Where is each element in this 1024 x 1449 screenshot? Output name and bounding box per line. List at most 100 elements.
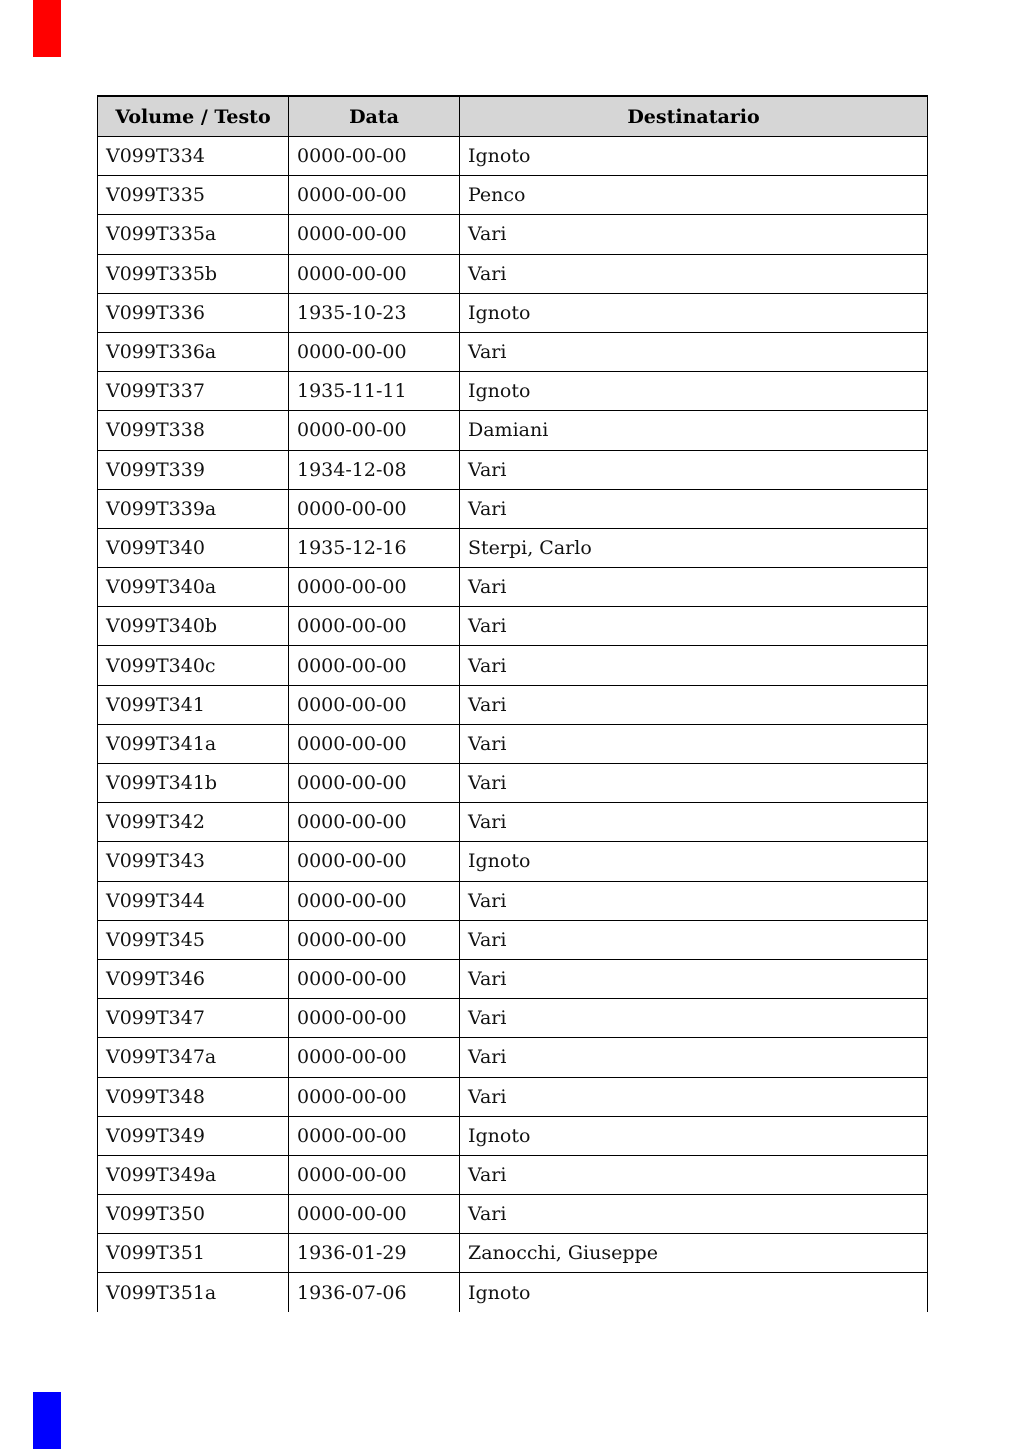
cell-destinatario: Vari: [459, 449, 928, 490]
cell-data: 0000-00-00: [288, 567, 460, 608]
table-row: V099T345 0000-00-00 Vari: [97, 919, 928, 960]
cell-data: 0000-00-00: [288, 998, 460, 1039]
table-row: V099T338 0000-00-00 Damiani: [97, 410, 928, 451]
cell-data: 0000-00-00: [288, 331, 460, 373]
cell-volume: V099T340a: [97, 567, 289, 608]
table-row: V099T351a 1936-07-06 Ignoto: [97, 1272, 928, 1312]
cell-data: 0000-00-00: [288, 841, 460, 882]
cell-destinatario: Zanocchi, Giuseppe: [459, 1233, 928, 1274]
cell-destinatario: Vari: [459, 645, 928, 686]
cell-data: 0000-00-00: [288, 919, 460, 960]
cell-data: 1936-07-06: [288, 1272, 460, 1312]
cell-data: 0000-00-00: [288, 488, 460, 529]
cell-destinatario: Vari: [459, 488, 928, 529]
cell-data: 0000-00-00: [288, 410, 460, 451]
column-header-data: Data: [288, 95, 460, 137]
table-row: V099T334 0000-00-00 Ignoto: [97, 135, 928, 177]
cell-volume: V099T335: [97, 175, 289, 216]
cell-data: 0000-00-00: [288, 645, 460, 686]
cell-destinatario: Vari: [459, 684, 928, 725]
table-row: V099T336 1935-10-23 Ignoto: [97, 292, 928, 333]
cell-data: 0000-00-00: [288, 214, 460, 255]
table-row: V099T340b 0000-00-00 Vari: [97, 606, 928, 647]
cell-destinatario: Sterpi, Carlo: [459, 527, 928, 569]
cell-volume: V099T347: [97, 998, 289, 1039]
cell-destinatario: Ignoto: [459, 1272, 928, 1312]
page-bottom-marker: [33, 1392, 61, 1449]
table-row: V099T347 0000-00-00 Vari: [97, 998, 928, 1039]
table-row: V099T341 0000-00-00 Vari: [97, 684, 928, 725]
cell-destinatario: Ignoto: [459, 841, 928, 882]
table-row: V099T350 0000-00-00 Vari: [97, 1194, 928, 1235]
table-row: V099T337 1935-11-11 Ignoto: [97, 371, 928, 412]
cell-data: 0000-00-00: [288, 253, 460, 294]
cell-destinatario: Vari: [459, 998, 928, 1039]
table-row: V099T339a 0000-00-00 Vari: [97, 488, 928, 529]
cell-volume: V099T334: [97, 135, 289, 177]
cell-volume: V099T342: [97, 802, 289, 843]
table-row: V099T335 0000-00-00 Penco: [97, 175, 928, 216]
table-row: V099T336a 0000-00-00 Vari: [97, 331, 928, 373]
cell-volume: V099T344: [97, 880, 289, 921]
cell-destinatario: Vari: [459, 606, 928, 647]
table-row: V099T335a 0000-00-00 Vari: [97, 214, 928, 255]
cell-volume: V099T337: [97, 371, 289, 412]
volume-table: Volume / Testo Data Destinatario V099T33…: [97, 95, 928, 1312]
cell-destinatario: Vari: [459, 762, 928, 804]
cell-volume: V099T341a: [97, 723, 289, 765]
cell-destinatario: Vari: [459, 1194, 928, 1235]
cell-volume: V099T347a: [97, 1037, 289, 1078]
cell-volume: V099T341b: [97, 762, 289, 804]
cell-data: 0000-00-00: [288, 684, 460, 725]
table-row: V099T343 0000-00-00 Ignoto: [97, 841, 928, 882]
table-row: V099T340c 0000-00-00 Vari: [97, 645, 928, 686]
cell-data: 1935-10-23: [288, 292, 460, 333]
cell-data: 0000-00-00: [288, 1194, 460, 1235]
cell-volume: V099T339a: [97, 488, 289, 529]
cell-volume: V099T336a: [97, 331, 289, 373]
cell-volume: V099T340b: [97, 606, 289, 647]
cell-volume: V099T351: [97, 1233, 289, 1274]
cell-data: 0000-00-00: [288, 723, 460, 765]
cell-data: 1935-12-16: [288, 527, 460, 569]
table-body: V099T334 0000-00-00 Ignoto V099T335 0000…: [97, 135, 928, 1312]
cell-volume: V099T350: [97, 1194, 289, 1235]
cell-data: 0000-00-00: [288, 135, 460, 177]
cell-volume: V099T346: [97, 958, 289, 1000]
cell-data: 0000-00-00: [288, 880, 460, 921]
cell-data: 1935-11-11: [288, 371, 460, 412]
cell-destinatario: Vari: [459, 958, 928, 1000]
cell-destinatario: Vari: [459, 253, 928, 294]
table-row: V099T341b 0000-00-00 Vari: [97, 762, 928, 804]
cell-data: 0000-00-00: [288, 802, 460, 843]
cell-volume: V099T335b: [97, 253, 289, 294]
cell-data: 0000-00-00: [288, 1154, 460, 1196]
table-row: V099T340a 0000-00-00 Vari: [97, 567, 928, 608]
table-row: V099T348 0000-00-00 Vari: [97, 1076, 928, 1117]
cell-data: 0000-00-00: [288, 1037, 460, 1078]
cell-volume: V099T340c: [97, 645, 289, 686]
cell-data: 0000-00-00: [288, 1115, 460, 1156]
cell-data: 1934-12-08: [288, 449, 460, 490]
cell-destinatario: Vari: [459, 331, 928, 373]
cell-data: 0000-00-00: [288, 762, 460, 804]
page-top-marker: [33, 0, 61, 57]
table-row: V099T340 1935-12-16 Sterpi, Carlo: [97, 527, 928, 569]
cell-destinatario: Vari: [459, 567, 928, 608]
table-row: V099T341a 0000-00-00 Vari: [97, 723, 928, 765]
table-row: V099T349a 0000-00-00 Vari: [97, 1154, 928, 1196]
cell-data: 0000-00-00: [288, 1076, 460, 1117]
table-row: V099T349 0000-00-00 Ignoto: [97, 1115, 928, 1156]
cell-data: 1936-01-29: [288, 1233, 460, 1274]
cell-volume: V099T336: [97, 292, 289, 333]
table-row: V099T339 1934-12-08 Vari: [97, 449, 928, 490]
cell-data: 0000-00-00: [288, 175, 460, 216]
cell-volume: V099T345: [97, 919, 289, 960]
table-row: V099T347a 0000-00-00 Vari: [97, 1037, 928, 1078]
table-row: V099T335b 0000-00-00 Vari: [97, 253, 928, 294]
cell-destinatario: Ignoto: [459, 135, 928, 177]
cell-volume: V099T351a: [97, 1272, 289, 1312]
cell-volume: V099T348: [97, 1076, 289, 1117]
table-row: V099T344 0000-00-00 Vari: [97, 880, 928, 921]
